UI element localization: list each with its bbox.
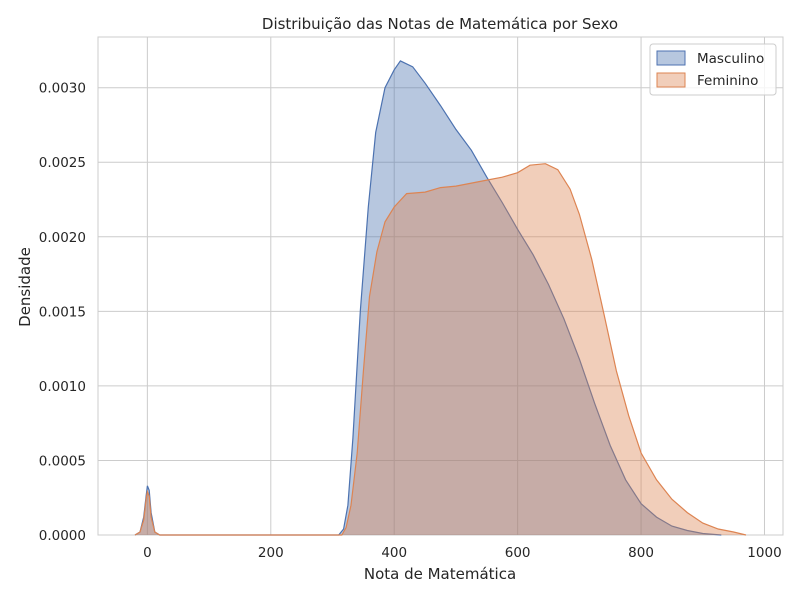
density-area-feminino <box>135 163 746 535</box>
x-tick-label: 0 <box>143 545 152 561</box>
x-tick-label: 800 <box>628 545 654 561</box>
legend-swatch-feminino <box>656 72 686 88</box>
x-tick-label: 200 <box>258 545 284 561</box>
x-tick-label: 1000 <box>747 545 781 561</box>
x-axis-ticks: 0 200 400 600 800 1000 <box>143 545 782 561</box>
y-tick-label: 0.0005 <box>39 453 86 469</box>
y-tick-label: 0.0015 <box>39 304 86 320</box>
x-tick-label: 400 <box>381 545 407 561</box>
chart-title: Distribuição das Notas de Matemática por… <box>262 15 618 33</box>
density-area-masculino <box>135 60 722 536</box>
legend-swatch-masculino <box>656 50 686 66</box>
y-tick-label: 0.0010 <box>39 379 86 395</box>
legend-box <box>649 43 777 96</box>
legend-label-feminino: Feminino <box>697 73 758 89</box>
legend: Masculino Feminino <box>649 43 777 96</box>
legend-label-masculino: Masculino <box>697 51 764 67</box>
x-axis-label: Nota de Matemática <box>364 565 516 583</box>
series-layer <box>134 60 747 536</box>
y-axis-label: Densidade <box>16 247 34 327</box>
x-tick-label: 600 <box>505 545 531 561</box>
y-tick-label: 0.0025 <box>39 155 86 171</box>
y-tick-label: 0.0020 <box>39 230 86 246</box>
density-line-feminino <box>134 163 747 536</box>
y-tick-label: 0.0030 <box>39 81 86 97</box>
y-axis-ticks: 0.0000 0.0005 0.0010 0.0015 0.0020 0.0025 0.00… <box>39 81 86 544</box>
y-tick-label: 0.0000 <box>39 528 86 544</box>
plot-frame <box>97 36 784 536</box>
